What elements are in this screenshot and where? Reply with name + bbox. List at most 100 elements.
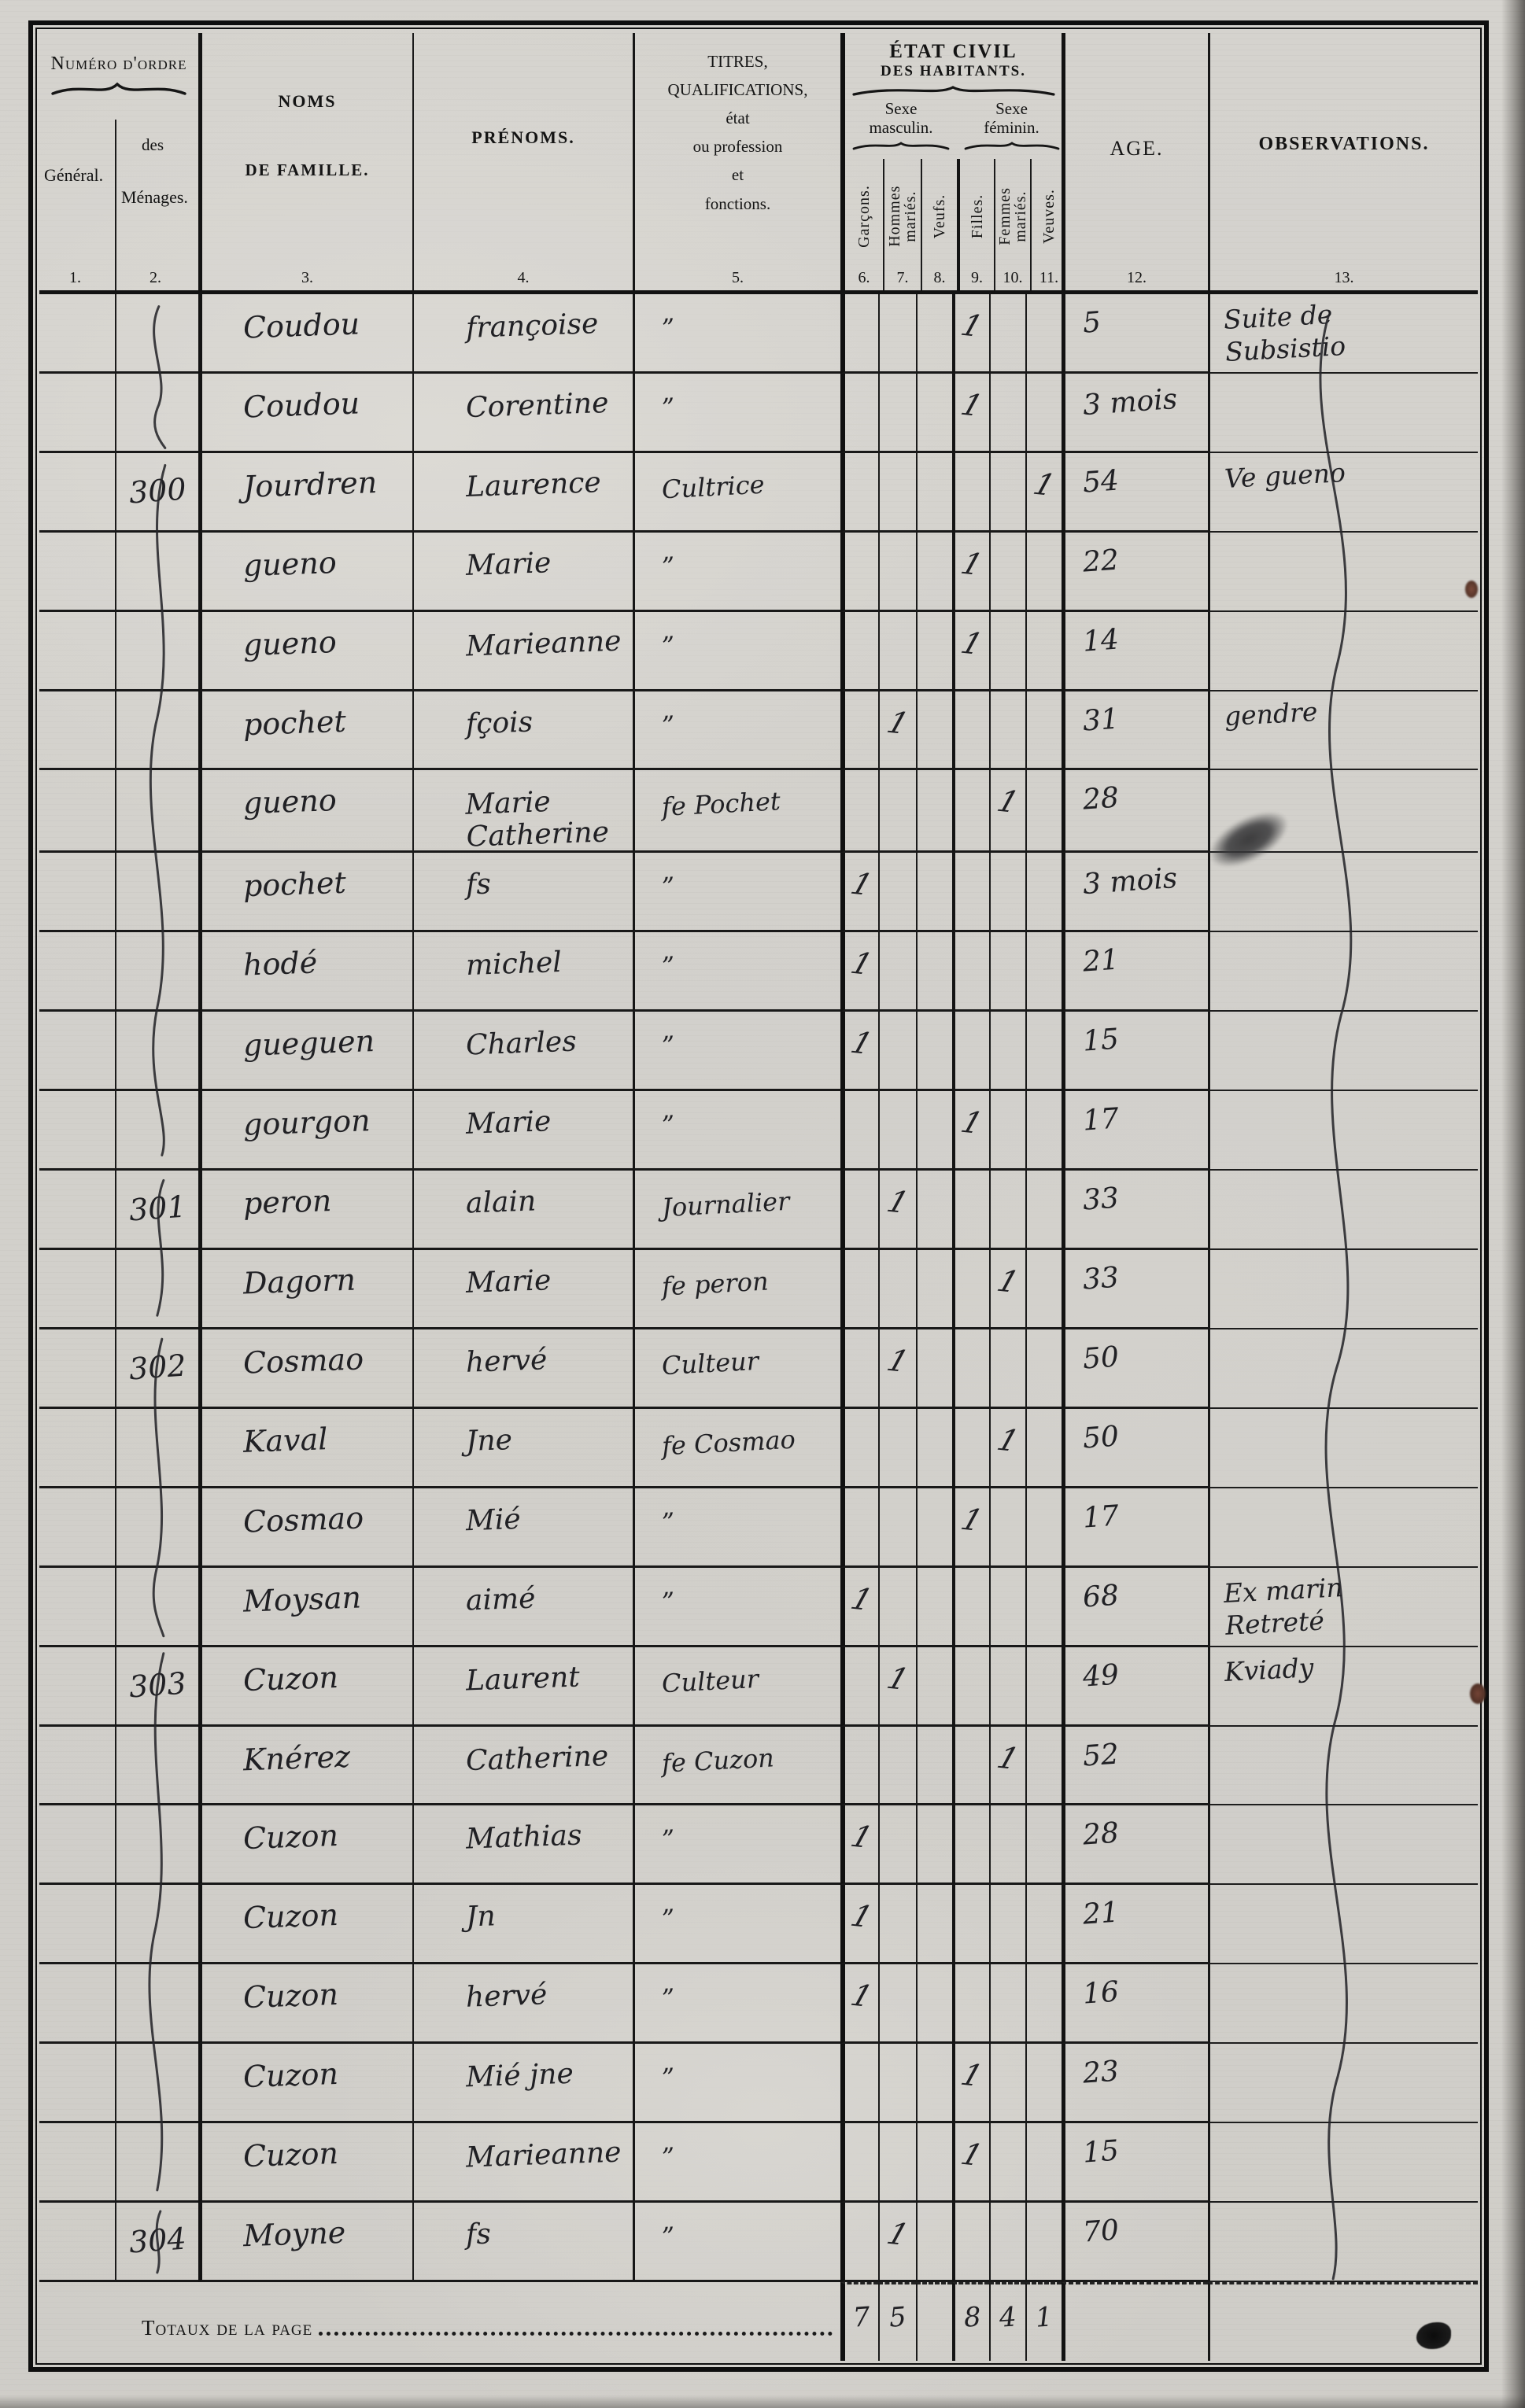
- cell-age: 50: [1062, 1329, 1208, 1409]
- cell-observations: [1208, 932, 1478, 1012]
- cell-numero-menage: [115, 2044, 198, 2124]
- cell-filles: [952, 853, 989, 933]
- cell-numero-menage: 301: [115, 1171, 198, 1251]
- cell-femmes-mariees: [989, 932, 1025, 1012]
- cell-hommes-maries: [878, 452, 916, 533]
- cell-femmes-mariees: [989, 1567, 1025, 1647]
- cell-nom-de-famille: Cosmao: [198, 1488, 412, 1568]
- cell-veufs: [916, 2123, 952, 2203]
- cell-veuves: [1025, 532, 1062, 612]
- cell-numero-general: [39, 1568, 115, 1647]
- cell-veufs: [916, 853, 952, 933]
- cell-femmes-mariees: [989, 853, 1025, 933]
- cell-hommes-maries: [878, 932, 916, 1012]
- cell-age: 3 mois: [1062, 373, 1208, 453]
- cell-garcons: [840, 1726, 878, 1806]
- sexe-feminin-brace-icon: [964, 142, 1059, 150]
- cell-numero-general: [39, 1250, 115, 1329]
- cell-femmes-mariees: [989, 452, 1025, 533]
- cell-age: 49: [1062, 1647, 1208, 1727]
- cell-observations: [1208, 2123, 1478, 2203]
- col-number-8: 8.: [933, 269, 946, 286]
- cell-garcons: [840, 611, 878, 691]
- cell-prenom: françoise: [412, 294, 633, 374]
- cell-nom-de-famille: pochet: [198, 691, 412, 771]
- cell-titre-profession: ”: [633, 1091, 840, 1171]
- cell-hommes-maries: [878, 1488, 916, 1568]
- cell-veufs: [916, 1885, 952, 1965]
- subcol-hommes-maries: Hommes mariés. 7.: [883, 159, 921, 290]
- cell-garcons: [840, 1408, 878, 1488]
- cell-nom-de-famille: Coudou: [198, 294, 412, 374]
- col-number-9: 9.: [971, 269, 983, 286]
- cell-filles: 1: [952, 373, 989, 453]
- cell-veuves: [1025, 2044, 1062, 2124]
- cell-veufs: [916, 1091, 952, 1171]
- cell-veufs: [916, 373, 952, 453]
- cell-filles: [952, 1964, 989, 2045]
- cell-femmes-mariees: 1: [989, 1250, 1025, 1329]
- numero-dordre-label: Numéro d'ordre: [50, 53, 187, 74]
- cell-nom-de-famille: Jourdren: [198, 452, 412, 533]
- cell-veufs: [916, 770, 952, 854]
- cell-nom-de-famille: Moysan: [198, 1567, 412, 1647]
- cell-veuves: [1025, 2203, 1062, 2282]
- cell-femmes-mariees: [989, 1488, 1025, 1568]
- cell-numero-general: [39, 1329, 115, 1409]
- cell-veufs: [916, 1726, 952, 1806]
- cell-hommes-maries: [878, 1885, 916, 1965]
- cell-nom-de-famille: Cosmao: [198, 1329, 412, 1409]
- totals-label-cell: Totaux de la page: [39, 2282, 840, 2361]
- cell-femmes-mariees: 1: [989, 770, 1025, 854]
- cell-titre-profession: ”: [633, 932, 840, 1012]
- cell-prenom: fçois: [412, 691, 633, 771]
- cell-nom-de-famille: Moyne: [198, 2203, 412, 2282]
- cell-numero-menage: [115, 532, 198, 612]
- cell-nom-de-famille: Cuzon: [198, 2044, 412, 2124]
- cell-filles: [952, 691, 989, 771]
- paper-stain: [1465, 581, 1478, 598]
- menages-label: Ménages.: [121, 187, 188, 207]
- cell-filles: [952, 1408, 989, 1488]
- cell-nom-de-famille: peron: [198, 1171, 412, 1251]
- cell-garcons: [840, 2203, 878, 2282]
- cell-observations: [1208, 1012, 1478, 1092]
- cell-veuves: [1025, 611, 1062, 691]
- cell-hommes-maries: [878, 1250, 916, 1329]
- cell-observations: [1208, 1250, 1478, 1329]
- cell-age: 21: [1062, 932, 1208, 1012]
- cell-filles: [952, 2203, 989, 2282]
- sexe-feminin-group: Sexe féminin.: [957, 99, 1066, 151]
- cell-veuves: [1025, 294, 1062, 374]
- cell-age: 14: [1062, 611, 1208, 691]
- cell-age: 31: [1062, 691, 1208, 771]
- census-table: Numéro d'ordre Général. des Ménages. 1. …: [39, 33, 1478, 2361]
- cell-numero-menage: [115, 294, 198, 374]
- header-numero-dordre: Numéro d'ordre Général. des Ménages. 1. …: [39, 33, 198, 290]
- cell-garcons: [840, 2123, 878, 2203]
- cell-numero-general: [39, 1171, 115, 1251]
- cell-nom-de-famille: Kaval: [198, 1408, 412, 1488]
- cell-veuves: [1025, 1171, 1062, 1251]
- etat-civil-brace-icon: [851, 85, 1055, 96]
- cell-age: 17: [1062, 1091, 1208, 1171]
- cell-prenom: Laurent: [412, 1647, 633, 1727]
- cell-prenom: alain: [412, 1171, 633, 1251]
- cell-numero-general: [39, 2044, 115, 2124]
- cell-hommes-maries: [878, 1012, 916, 1092]
- cell-numero-general: [39, 853, 115, 933]
- col-number-4: 4.: [517, 269, 530, 286]
- cell-titre-profession: ”: [633, 532, 840, 612]
- cell-veufs: [916, 1805, 952, 1886]
- cell-veufs: [916, 1329, 952, 1409]
- cell-garcons: 1: [840, 853, 878, 933]
- cell-nom-de-famille: gueno: [198, 611, 412, 691]
- titres-label: TITRES, QUALIFICATIONS, état ou professi…: [667, 52, 808, 213]
- cell-hommes-maries: [878, 373, 916, 453]
- cell-femmes-mariees: 1: [989, 1726, 1025, 1806]
- cell-veufs: [916, 2203, 952, 2282]
- cell-hommes-maries: [878, 2123, 916, 2203]
- cell-nom-de-famille: gourgon: [198, 1091, 412, 1171]
- header-age: AGE. 12.: [1062, 33, 1208, 290]
- paper-stain: [1470, 1683, 1486, 1704]
